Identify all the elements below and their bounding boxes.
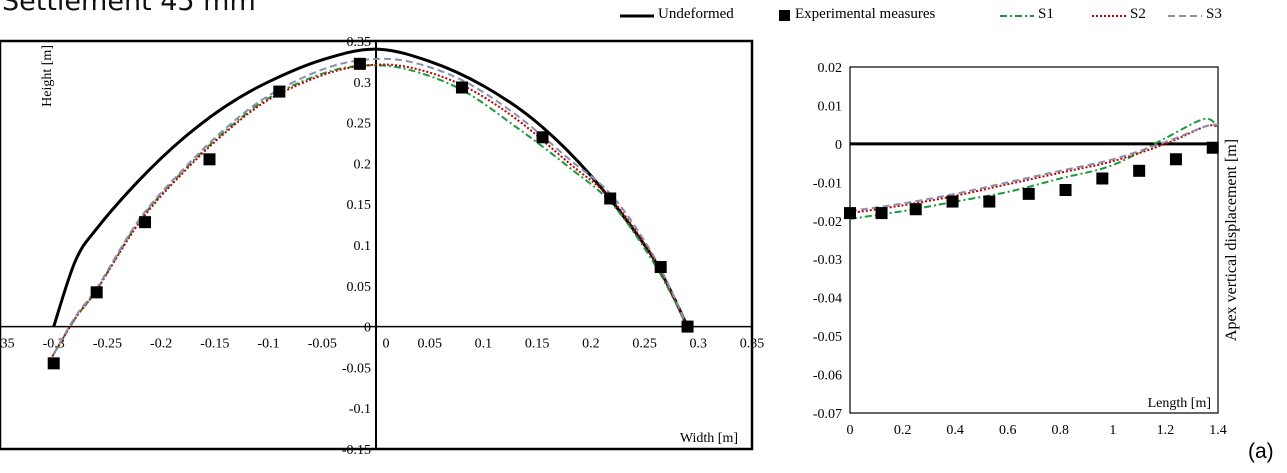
series-line-s1 [849,117,1219,220]
x-tick-label: -0.15 [200,337,229,352]
experimental-point [909,203,922,216]
y-tick-label: -0.04 [813,292,842,307]
series-line-s3 [849,123,1219,213]
x-tick-label: -0.3 [43,337,65,352]
series-line-undeformed [52,47,689,328]
y-axis-title: Apex vertical displacement [m] [1223,139,1240,341]
x-tick-label: 0.1 [475,337,493,352]
x-tick-label: -0.25 [93,337,122,352]
experimental-point [1022,187,1035,200]
x-tick-label: 0.4 [946,423,964,438]
x-tick-label: 1.4 [1209,423,1227,438]
x-tick-label: 0 [847,423,854,438]
experimental-point [1133,164,1146,177]
experimental-point [604,192,617,205]
legend-label: Undeformed [658,6,734,22]
x-tick-label: 0.2 [894,423,912,438]
y-tick-label: -0.05 [813,330,842,345]
x-tick-label: 0.35 [740,337,765,352]
series-line-s2 [47,63,689,364]
panel-label: (a) [1248,440,1274,463]
experimental-point [90,286,103,299]
legend-swatch [779,10,790,21]
x-tick-label: 0.05 [417,337,442,352]
x-axis-title: Width [m] [680,431,738,446]
experimental-point [654,261,667,274]
legend-swatch [620,14,654,18]
x-tick-label: -0.05 [308,337,337,352]
y-tick-label: 0.02 [818,61,843,76]
y-tick-label: 0.35 [347,35,372,50]
legend-label: Experimental measures [795,6,936,22]
experimental-point [844,207,856,220]
experimental-point [273,85,286,98]
legend-label: S3 [1206,6,1222,22]
x-tick-label: -0.1 [257,337,279,352]
experimental-point [875,207,888,220]
plot-frame [849,66,1219,414]
y-tick-label: -0.07 [813,407,842,422]
y-tick-label: -0.02 [813,215,842,230]
experimental-point [983,195,996,208]
y-tick-label: -0.05 [342,361,371,376]
y-tick-label: 0.3 [354,76,372,91]
y-axis-title: Height [m] [40,45,55,107]
x-tick-label: 0.25 [632,337,657,352]
y-tick-label: -0.15 [342,443,371,458]
experimental-point [353,57,366,70]
legend-swatch [1000,15,1034,17]
experimental-point [139,216,152,229]
x-tick-label: 0 [383,337,390,352]
arch-profile-chart: -0.35 -0.3 -0.25 -0.2 -0.15 -0.1 -0.05 0 0.05 0.1… [0,35,765,458]
experimental-point [1059,184,1072,197]
y-tick-label: 0.01 [818,99,843,114]
experimental-point [1096,172,1109,185]
x-tick-label: 1.2 [1157,423,1175,438]
experimental-point [1206,141,1219,154]
y-tick-label: 0.1 [354,239,372,254]
y-tick-label: -0.01 [813,176,842,191]
x-tick-label: -0.35 [0,337,15,352]
y-tick-label: 0.15 [347,198,372,213]
x-tick-label: 0.2 [582,337,600,352]
experimental-point [946,195,959,208]
apex-displacement-chart: 0 0.2 0.4 0.6 0.8 1 1.2 1.4 -0.07 -0.06 -0.05 -0.04… [813,61,1240,438]
experimental-point [47,357,60,370]
legend-label: S2 [1130,6,1146,22]
x-tick-label: 1 [1109,423,1116,438]
x-axis-title: Length [m] [1148,396,1211,411]
y-tick-label: 0 [835,138,842,153]
y-tick-label: -0.06 [813,369,842,384]
experimental-point [536,131,549,144]
series-line-s3 [47,57,689,364]
y-tick-label: -0.03 [813,253,842,268]
experimental-point [203,153,216,166]
legend-swatch [1092,15,1126,17]
y-tick-label: 0 [364,321,371,336]
x-tick-label: 0.6 [999,423,1017,438]
experimental-point [1169,153,1182,166]
experimental-point [455,81,468,94]
x-tick-label: 0.3 [690,337,708,352]
x-tick-label: 0.15 [525,337,550,352]
figure-heading: Settlement 45 mm [2,0,256,17]
y-tick-label: 0.2 [354,157,372,172]
y-tick-label: -0.1 [349,402,371,417]
legend-swatch [1168,15,1202,17]
experimental-point [681,320,694,333]
y-tick-label: 0.05 [347,280,372,295]
x-tick-label: -0.2 [150,337,172,352]
y-tick-label: 0.25 [347,117,372,132]
x-tick-label: 0.8 [1052,423,1070,438]
legend-marker [779,10,790,21]
legend-label: S1 [1038,6,1054,22]
